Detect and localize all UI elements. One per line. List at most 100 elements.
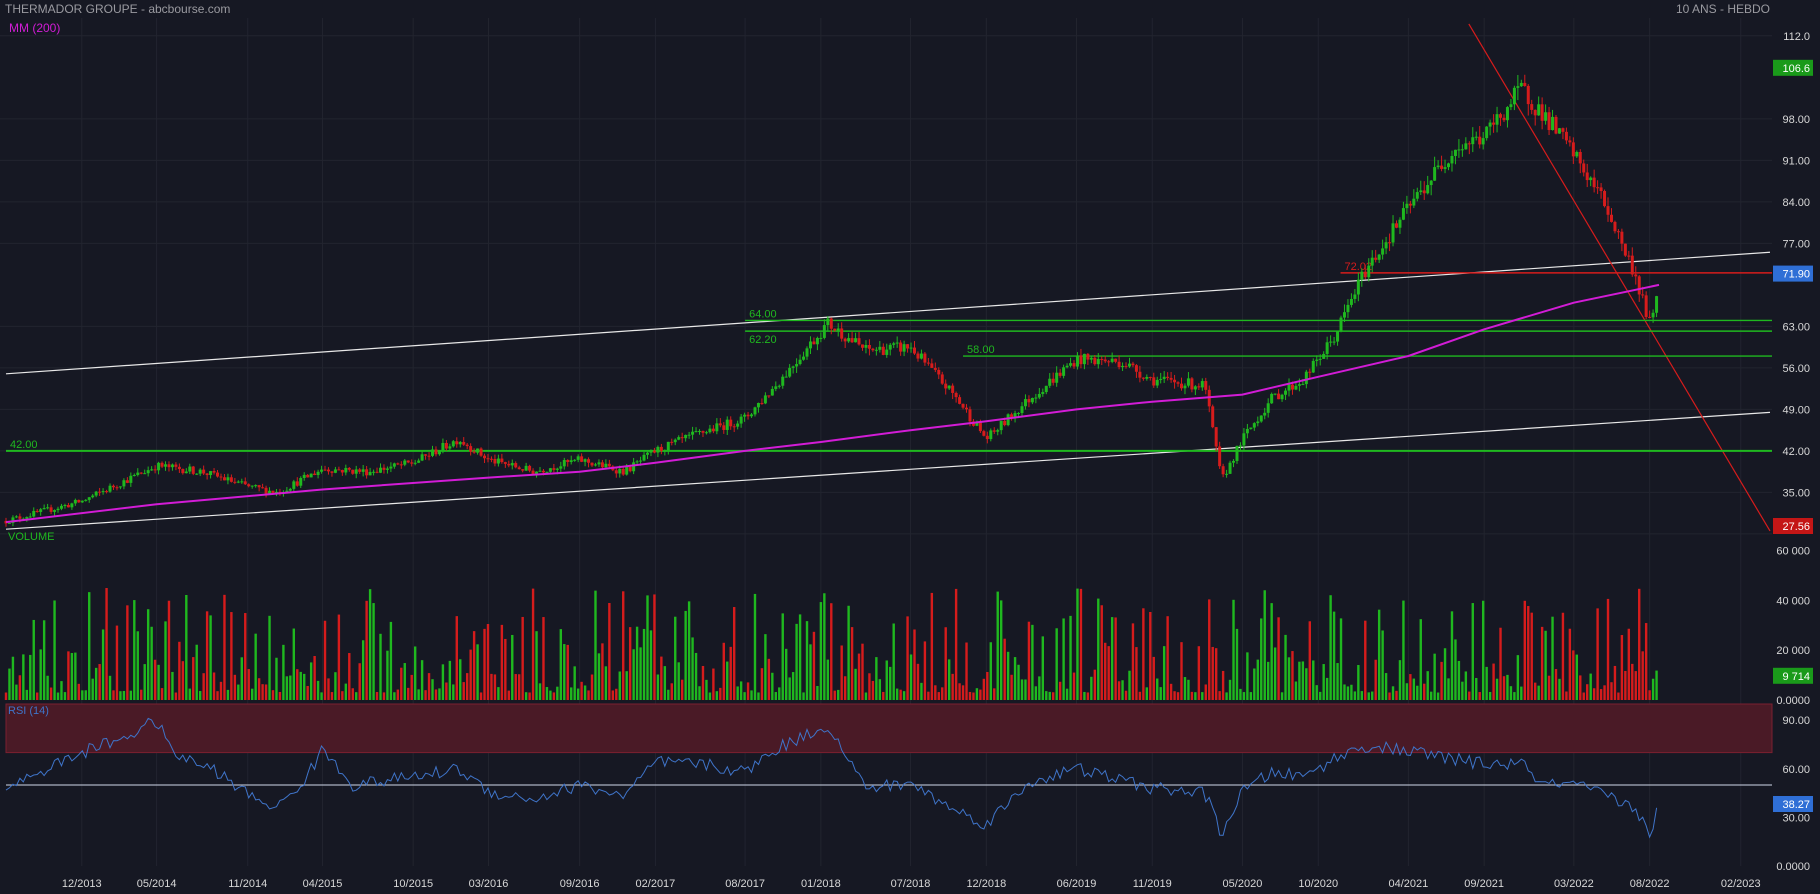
candle-body	[788, 367, 792, 377]
candle-body	[323, 469, 327, 471]
price-marker: 106.6	[1782, 63, 1810, 75]
volume-bar	[320, 692, 323, 700]
candle-body	[559, 466, 563, 469]
date-axis-tick: 02/2023	[1721, 878, 1761, 890]
volume-bar	[1058, 681, 1062, 700]
candle-body	[63, 504, 67, 506]
volume-bar	[1617, 692, 1620, 700]
volume-bar	[63, 692, 67, 700]
volume-bar	[1131, 623, 1135, 700]
volume-bar	[160, 688, 164, 700]
volume-bar	[344, 683, 348, 700]
volume-bar	[524, 692, 528, 700]
volume-bar	[417, 689, 420, 700]
volume-bar	[798, 614, 802, 700]
candle-body	[704, 432, 708, 434]
volume-bar	[1589, 673, 1592, 700]
volume-bar	[934, 685, 937, 700]
volume-bar	[1225, 692, 1228, 700]
volume-bar	[517, 674, 521, 700]
volume-bar	[230, 612, 233, 700]
candle-body	[1485, 126, 1489, 139]
candle-body	[254, 485, 258, 487]
volume-bar	[531, 588, 535, 700]
volume-bar	[178, 641, 181, 700]
candle-body	[1103, 359, 1107, 362]
volume-bar	[639, 647, 642, 700]
candle-body	[417, 460, 421, 463]
volume-bar	[452, 684, 455, 700]
volume-bar	[202, 673, 205, 700]
price-axis-tick: 84.00	[1782, 197, 1810, 209]
volume-bar	[441, 664, 445, 700]
volume-bar	[1301, 661, 1305, 700]
candle-body	[1433, 167, 1437, 181]
volume-bar	[1481, 600, 1485, 700]
candle-body	[1422, 190, 1426, 194]
candle-body	[174, 464, 178, 467]
price-axis-tick: 112.0	[1783, 31, 1810, 43]
candle-body	[361, 469, 365, 472]
candle-body	[66, 504, 70, 508]
date-axis-tick: 03/2022	[1554, 878, 1594, 890]
volume-bar	[566, 644, 569, 700]
volume-bar	[663, 666, 667, 700]
candle-body	[212, 471, 216, 473]
candle-body	[1079, 355, 1083, 365]
candle-body	[1634, 274, 1638, 277]
volume-bar	[538, 683, 542, 700]
volume-bar	[767, 658, 771, 700]
volume-bar	[122, 690, 126, 700]
volume-bar	[573, 666, 576, 700]
candle-body	[125, 480, 129, 483]
candle-body	[1006, 414, 1010, 426]
volume-bar	[351, 688, 354, 700]
volume-bar	[1651, 678, 1655, 700]
candle-body	[1630, 255, 1634, 275]
candle-body	[926, 362, 930, 364]
candle-body	[795, 364, 799, 367]
candle-body	[441, 442, 445, 451]
candle-body	[729, 419, 733, 427]
volume-bar	[1187, 679, 1190, 700]
candle-body	[1173, 379, 1177, 383]
volume-bar	[972, 692, 975, 700]
candle-body	[198, 469, 202, 474]
volume-bar	[1478, 692, 1481, 700]
candle-body	[885, 349, 889, 355]
volume-bar	[1090, 676, 1093, 700]
volume-bar	[1055, 628, 1058, 700]
volume-bar	[868, 673, 871, 700]
candle-body	[933, 367, 937, 370]
volume-bar	[379, 633, 382, 700]
volume-bar	[1381, 630, 1384, 700]
candle-body	[316, 471, 320, 476]
volume-bar	[944, 627, 947, 700]
volume-bar	[1429, 691, 1433, 700]
candle-body	[375, 471, 379, 473]
candle-body	[684, 434, 688, 439]
candle-body	[895, 342, 899, 344]
volume-bar	[1020, 679, 1024, 700]
candle-body	[548, 468, 552, 472]
candle-body	[583, 459, 587, 462]
volume-bar	[309, 662, 313, 700]
volume-bar	[91, 678, 94, 700]
candle-body	[1648, 316, 1652, 318]
candle-body	[389, 466, 393, 469]
volume-bar	[625, 671, 628, 700]
volume-bar	[153, 659, 157, 700]
volume-bar	[1291, 651, 1294, 700]
volume-bar	[472, 631, 476, 700]
volume-bar	[1038, 676, 1041, 700]
volume-bar	[649, 630, 653, 700]
candle-body	[1200, 381, 1204, 388]
candle-body	[656, 446, 660, 453]
candle-body	[1394, 223, 1398, 228]
candle-body	[874, 349, 878, 351]
volume-bar	[882, 691, 885, 700]
volume-bar	[576, 688, 580, 700]
candle-body	[847, 338, 851, 342]
candle-body	[1644, 295, 1648, 317]
